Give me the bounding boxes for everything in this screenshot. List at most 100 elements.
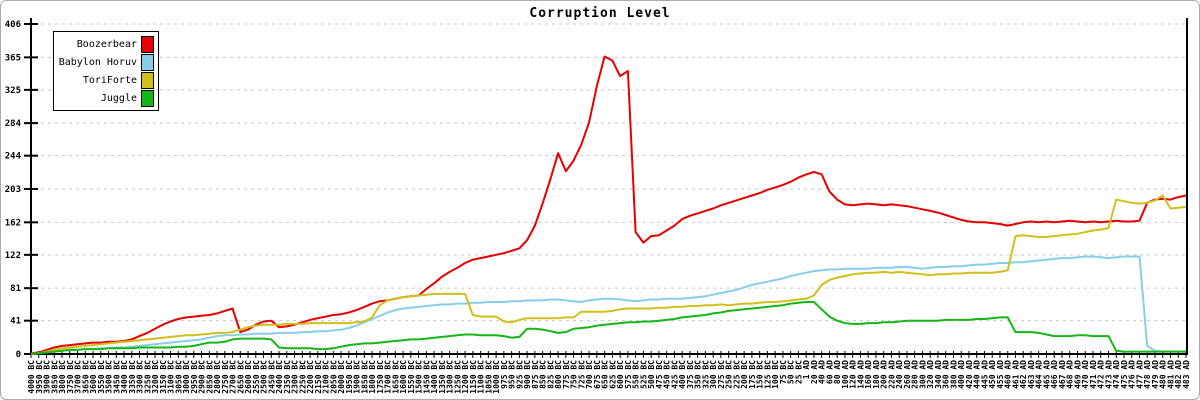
svg-text:1250 BC: 1250 BC bbox=[453, 360, 462, 394]
legend: Boozerbear Babylon Horuv ToriForte Juggl… bbox=[53, 31, 159, 111]
svg-text:725 BC: 725 BC bbox=[577, 360, 586, 389]
svg-text:140 AD: 140 AD bbox=[856, 360, 865, 389]
svg-text:3700 BC: 3700 BC bbox=[74, 360, 83, 394]
svg-text:500 BC: 500 BC bbox=[647, 360, 656, 389]
series-juggle bbox=[30, 301, 1186, 355]
svg-text:3950 BC: 3950 BC bbox=[35, 360, 44, 394]
svg-text:3500 BC: 3500 BC bbox=[105, 360, 114, 394]
svg-text:476 AD: 476 AD bbox=[1128, 360, 1137, 389]
svg-text:475 AD: 475 AD bbox=[1120, 360, 1129, 389]
svg-text:461 AD: 461 AD bbox=[1012, 360, 1021, 389]
svg-text:2300 BC: 2300 BC bbox=[291, 360, 300, 394]
svg-text:320 AD: 320 AD bbox=[926, 360, 935, 389]
svg-text:1500 BC: 1500 BC bbox=[415, 360, 424, 394]
svg-text:81: 81 bbox=[10, 284, 21, 294]
svg-text:2550 BC: 2550 BC bbox=[252, 360, 261, 394]
svg-text:3800 BC: 3800 BC bbox=[58, 360, 67, 394]
gridlines bbox=[34, 23, 1187, 322]
svg-text:575 BC: 575 BC bbox=[624, 360, 633, 389]
svg-text:100 BC: 100 BC bbox=[771, 360, 780, 389]
svg-text:250 BC: 250 BC bbox=[725, 360, 734, 389]
svg-text:25 BC: 25 BC bbox=[794, 360, 803, 384]
svg-text:477 AD: 477 AD bbox=[1136, 360, 1145, 389]
svg-text:200 BC: 200 BC bbox=[740, 360, 749, 389]
svg-text:2750 BC: 2750 BC bbox=[221, 360, 230, 394]
svg-text:3650 BC: 3650 BC bbox=[81, 360, 90, 394]
svg-text:483 AD: 483 AD bbox=[1182, 360, 1191, 389]
svg-text:625 BC: 625 BC bbox=[608, 360, 617, 389]
svg-text:120 AD: 120 AD bbox=[849, 360, 858, 389]
svg-text:775 BC: 775 BC bbox=[562, 360, 571, 389]
svg-text:1650 BC: 1650 BC bbox=[391, 360, 400, 394]
svg-text:468 AD: 468 AD bbox=[1066, 360, 1075, 389]
svg-text:80 AD: 80 AD bbox=[833, 360, 842, 384]
svg-text:2900 BC: 2900 BC bbox=[198, 360, 207, 394]
svg-text:203: 203 bbox=[5, 185, 21, 195]
svg-text:1850 BC: 1850 BC bbox=[360, 360, 369, 394]
svg-text:473 AD: 473 AD bbox=[1105, 360, 1114, 389]
svg-text:20 AD: 20 AD bbox=[810, 360, 819, 384]
svg-text:550 BC: 550 BC bbox=[632, 360, 641, 389]
axes bbox=[25, 18, 1188, 355]
svg-text:467 AD: 467 AD bbox=[1058, 360, 1067, 389]
svg-text:455 AD: 455 AD bbox=[996, 360, 1005, 389]
svg-text:2650 BC: 2650 BC bbox=[236, 360, 245, 394]
svg-text:472 AD: 472 AD bbox=[1097, 360, 1106, 389]
svg-text:3350 BC: 3350 BC bbox=[128, 360, 137, 394]
svg-text:360 AD: 360 AD bbox=[942, 360, 951, 389]
svg-text:875 BC: 875 BC bbox=[531, 360, 540, 389]
svg-text:800 BC: 800 BC bbox=[554, 360, 563, 389]
svg-text:445 AD: 445 AD bbox=[981, 360, 990, 389]
svg-text:2000 BC: 2000 BC bbox=[337, 360, 346, 394]
svg-text:3750 BC: 3750 BC bbox=[66, 360, 75, 394]
svg-text:200 AD: 200 AD bbox=[880, 360, 889, 389]
svg-text:122: 122 bbox=[5, 251, 21, 261]
svg-text:325: 325 bbox=[5, 86, 21, 96]
svg-text:675 BC: 675 BC bbox=[593, 360, 602, 389]
svg-text:3000 BC: 3000 BC bbox=[182, 360, 191, 394]
svg-text:375 BC: 375 BC bbox=[686, 360, 695, 389]
svg-text:350 BC: 350 BC bbox=[694, 360, 703, 389]
svg-text:2400 BC: 2400 BC bbox=[275, 360, 284, 394]
svg-text:1800 BC: 1800 BC bbox=[368, 360, 377, 394]
svg-text:474 AD: 474 AD bbox=[1112, 360, 1121, 389]
svg-text:450 BC: 450 BC bbox=[663, 360, 672, 389]
svg-text:3450 BC: 3450 BC bbox=[112, 360, 121, 394]
svg-text:975 BC: 975 BC bbox=[500, 360, 509, 389]
svg-text:1200 BC: 1200 BC bbox=[461, 360, 470, 394]
svg-text:3850 BC: 3850 BC bbox=[50, 360, 59, 394]
legend-item-toriforte: ToriForte bbox=[57, 71, 154, 89]
svg-text:1000 BC: 1000 BC bbox=[492, 360, 501, 394]
legend-label: ToriForte bbox=[82, 74, 137, 86]
svg-text:2500 BC: 2500 BC bbox=[260, 360, 269, 394]
svg-text:1550 BC: 1550 BC bbox=[407, 360, 416, 394]
svg-text:900 BC: 900 BC bbox=[523, 360, 532, 389]
svg-text:240 AD: 240 AD bbox=[895, 360, 904, 389]
svg-text:275 BC: 275 BC bbox=[717, 360, 726, 389]
svg-text:700 BC: 700 BC bbox=[585, 360, 594, 389]
svg-text:1350 BC: 1350 BC bbox=[438, 360, 447, 394]
svg-text:3550 BC: 3550 BC bbox=[97, 360, 106, 394]
svg-text:478 AD: 478 AD bbox=[1143, 360, 1152, 389]
series-boozerbear bbox=[30, 55, 1187, 355]
svg-text:380 AD: 380 AD bbox=[949, 360, 958, 389]
svg-text:220 AD: 220 AD bbox=[887, 360, 896, 389]
svg-text:462 AD: 462 AD bbox=[1019, 360, 1028, 389]
svg-text:3050 BC: 3050 BC bbox=[174, 360, 183, 394]
svg-text:2150 BC: 2150 BC bbox=[314, 360, 323, 394]
svg-text:3200 BC: 3200 BC bbox=[151, 360, 160, 394]
svg-text:125 BC: 125 BC bbox=[763, 360, 772, 389]
svg-text:1700 BC: 1700 BC bbox=[384, 360, 393, 394]
svg-text:2950 BC: 2950 BC bbox=[190, 360, 199, 394]
svg-text:400 BC: 400 BC bbox=[678, 360, 687, 389]
svg-text:420 AD: 420 AD bbox=[965, 360, 974, 389]
series-toriforte bbox=[30, 194, 1187, 355]
svg-text:1600 BC: 1600 BC bbox=[399, 360, 408, 394]
svg-text:50 BC: 50 BC bbox=[787, 360, 796, 384]
svg-text:925 BC: 925 BC bbox=[515, 360, 524, 389]
svg-text:2250 BC: 2250 BC bbox=[298, 360, 307, 394]
svg-text:440 AD: 440 AD bbox=[973, 360, 982, 389]
